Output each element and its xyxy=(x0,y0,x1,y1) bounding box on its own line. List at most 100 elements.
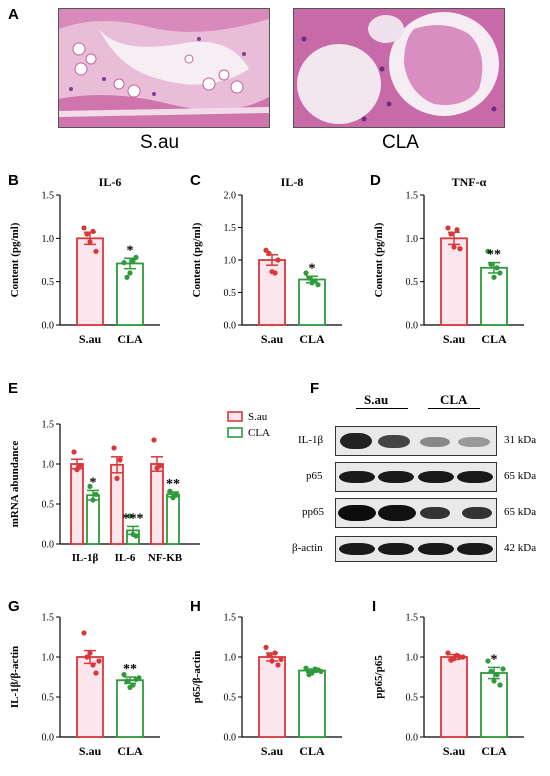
bar xyxy=(76,237,104,326)
data-point xyxy=(77,463,83,469)
data-point xyxy=(133,254,139,260)
wb-strip-il1b xyxy=(335,426,497,456)
y-tick-label: 1.5 xyxy=(406,191,419,202)
data-point xyxy=(87,650,93,656)
data-point xyxy=(460,654,466,660)
y-tick-label: 0.0 xyxy=(42,321,55,332)
bar xyxy=(440,656,468,738)
data-point xyxy=(84,231,90,237)
data-point xyxy=(124,274,130,280)
data-point xyxy=(454,652,460,658)
wb-kda-il1b: 31 kDa xyxy=(504,434,537,446)
y-tick-label: 1.0 xyxy=(42,234,55,245)
panel-letter-i: I xyxy=(372,598,377,615)
significance-marker: ** xyxy=(123,662,137,677)
data-point xyxy=(306,275,312,281)
data-point xyxy=(491,678,497,684)
data-point xyxy=(151,437,157,443)
data-point xyxy=(266,652,272,658)
panel-letter-f: F xyxy=(310,380,320,397)
y-tick-label: 0.0 xyxy=(224,733,237,744)
data-point xyxy=(93,670,99,676)
data-point xyxy=(485,248,491,254)
x-tick-label: S.au xyxy=(443,332,466,346)
chart-title: IL-8 xyxy=(281,175,304,189)
data-point xyxy=(173,491,179,497)
bar xyxy=(440,237,468,326)
data-point xyxy=(81,630,87,636)
bar xyxy=(298,669,326,738)
histology-label-cla: CLA xyxy=(382,132,419,153)
y-tick-label: 0.0 xyxy=(406,733,419,744)
y-tick-label: 1.5 xyxy=(406,613,419,624)
data-point xyxy=(130,258,136,264)
data-point xyxy=(74,467,80,473)
data-point xyxy=(494,265,500,271)
data-point xyxy=(451,244,457,250)
x-tick-label: IL-1β xyxy=(72,552,99,564)
y-tick-label: 1.0 xyxy=(224,653,237,664)
y-axis-label: mRNA abundance xyxy=(9,441,21,528)
data-point xyxy=(312,666,318,672)
chart-il6: 0.0 0.5 1.0 1.5 Content (pg/ml) IL-6 S.au * CLA xyxy=(9,175,160,346)
y-tick-label: 1.5 xyxy=(224,223,237,234)
panel-letter-h: H xyxy=(190,598,201,615)
y-tick-label: 1.5 xyxy=(42,613,55,624)
significance-marker: *** xyxy=(123,511,144,526)
y-tick-label: 1.5 xyxy=(42,420,55,431)
x-tick-label: CLA xyxy=(299,744,325,758)
data-point xyxy=(84,654,90,660)
x-tick-label: NF-KB xyxy=(148,552,183,564)
chart-pp65-p65: 0.0 0.5 1.0 1.5 pp65/p65 S.au * CLA xyxy=(373,613,524,758)
y-tick-label: 1.0 xyxy=(42,460,55,471)
x-tick-label: S.au xyxy=(261,744,284,758)
wb-group-line-sau xyxy=(356,408,408,409)
data-point xyxy=(445,650,451,656)
data-point xyxy=(303,665,309,671)
x-tick-label: IL-6 xyxy=(115,552,136,564)
legend-swatch xyxy=(227,427,243,438)
data-point xyxy=(275,662,281,668)
panel-letter-g: G xyxy=(8,598,20,615)
legend-label: CLA xyxy=(248,427,270,439)
data-point xyxy=(111,445,117,451)
data-point xyxy=(497,270,503,276)
data-point xyxy=(96,658,102,664)
data-point xyxy=(269,658,275,664)
y-axis-label: p65/β-actin xyxy=(191,651,203,704)
panel-letter-d: D xyxy=(370,172,381,189)
histology-label-sau: S.au xyxy=(140,132,180,153)
data-point xyxy=(90,662,96,668)
wb-group-line-cla xyxy=(428,408,480,409)
data-point xyxy=(93,491,99,497)
y-tick-label: 0.5 xyxy=(224,693,237,704)
data-point xyxy=(266,250,272,257)
x-tick-label: S.au xyxy=(261,332,284,346)
data-point xyxy=(136,675,142,681)
y-axis-label: Content (pg/ml) xyxy=(9,222,21,297)
data-point xyxy=(272,270,278,276)
chart-mrna: 0.0 0.5 1.0 1.5 mRNA abundance * IL-1β *** IL-6 *… xyxy=(9,411,270,564)
legend-label: S.au xyxy=(248,411,268,423)
data-point xyxy=(457,246,463,252)
panel-letter-b: B xyxy=(8,172,19,189)
x-tick-label: S.au xyxy=(443,744,466,758)
data-point xyxy=(90,497,96,503)
y-axis-label: pp65/p65 xyxy=(373,655,385,699)
x-tick-label: CLA xyxy=(299,332,325,346)
significance-marker: * xyxy=(309,261,316,276)
y-tick-label: 1.5 xyxy=(224,613,237,624)
data-point xyxy=(124,678,130,684)
chart-title: TNF-α xyxy=(452,175,487,189)
legend-swatch xyxy=(227,411,243,422)
wb-strip-p65 xyxy=(335,462,497,492)
data-point xyxy=(127,513,133,519)
significance-marker: ** xyxy=(166,477,180,492)
data-point xyxy=(157,463,163,469)
data-point xyxy=(81,225,87,231)
bar xyxy=(258,656,286,738)
data-point xyxy=(121,260,127,266)
bar xyxy=(166,493,180,545)
wb-group-label-cla: CLA xyxy=(440,392,468,407)
wb-kda-bactin: 42 kDa xyxy=(504,542,537,554)
